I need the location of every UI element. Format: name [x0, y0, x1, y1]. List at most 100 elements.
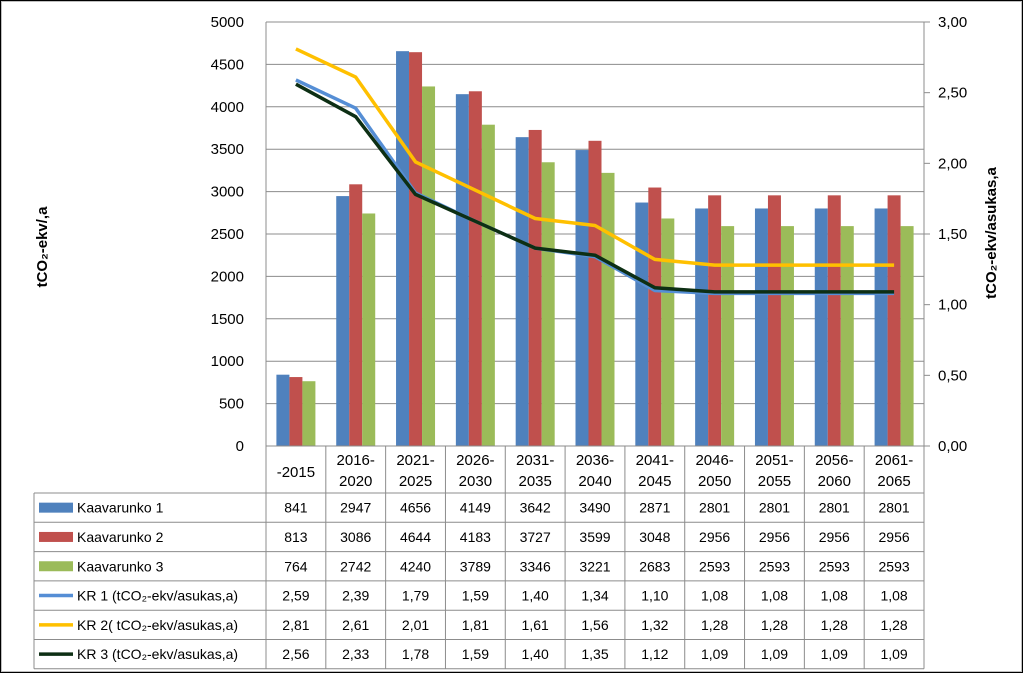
x-tick-label: 2056- [815, 452, 853, 469]
table-cell: 3048 [639, 529, 670, 545]
table-cell: 2683 [639, 558, 670, 574]
table-cell: 1,10 [641, 588, 668, 604]
table-cell: 764 [284, 558, 308, 574]
bar [635, 202, 649, 446]
bar [840, 226, 854, 446]
table-cell: 2593 [879, 558, 910, 574]
table-cell: 1,78 [402, 646, 429, 662]
bar [814, 208, 828, 446]
table-cell: 4644 [400, 529, 431, 545]
x-tick-label: -2015 [277, 464, 315, 481]
series-line [295, 82, 895, 294]
bar [541, 162, 555, 446]
legend-label: Kaavarunko 2 [77, 529, 164, 545]
bar [528, 129, 542, 447]
bar [409, 52, 423, 446]
table-cell: 1,61 [522, 617, 549, 633]
bar [767, 195, 781, 446]
table-cell: 4656 [400, 500, 431, 516]
table-cell: 2801 [879, 500, 910, 516]
bar [900, 226, 914, 446]
y-tick-label: 3500 [211, 141, 244, 158]
axes: 0 500 1000 1500 2000 2500 3000 3500 4000 4500 5000… [211, 14, 968, 455]
y-tick-label: 4500 [211, 56, 244, 73]
table-cell: 1,08 [701, 588, 728, 604]
y2-tick-label: 0,50 [938, 367, 967, 384]
x-tick-label: 2060 [818, 473, 851, 490]
y-tick-label: 4000 [211, 99, 244, 116]
table-cell: 3642 [520, 500, 551, 516]
table-cell: 813 [284, 529, 308, 545]
bar [481, 124, 495, 446]
bar [588, 140, 602, 446]
y2-tick-label: 3,00 [938, 14, 967, 31]
data-table: -2015 2016- 2020 2021- 2025 2026- 2030 2031- 203… [33, 446, 925, 670]
legend-key [39, 531, 73, 542]
x-tick-label: 2045 [638, 473, 671, 490]
x-tick-label: 2031- [516, 452, 554, 469]
table-cell: 1,35 [581, 646, 608, 662]
table-cell: 4149 [460, 500, 491, 516]
table-cell: 841 [284, 500, 308, 516]
x-tick-label: 2021- [396, 452, 434, 469]
bar [276, 374, 290, 446]
table-cell: 2593 [759, 558, 790, 574]
series-lines [295, 47, 895, 296]
legend-key [39, 502, 73, 513]
table-cell: 2801 [819, 500, 850, 516]
table-cell: 1,81 [462, 617, 489, 633]
table-cell: 1,08 [821, 588, 848, 604]
table-cell: 1,09 [761, 646, 788, 662]
bar [575, 150, 589, 446]
table-cell: 1,40 [522, 588, 549, 604]
table-cell: 2,59 [282, 588, 309, 604]
table-cell: 1,40 [522, 646, 549, 662]
bar [827, 195, 841, 446]
bar [780, 226, 794, 446]
table-cell: 2742 [340, 558, 371, 574]
x-tick-label: 2050 [698, 473, 731, 490]
x-tick-label: 2055 [758, 473, 791, 490]
table-cell: 2,39 [342, 588, 369, 604]
table-cell: 1,09 [701, 646, 728, 662]
table-cell: 2593 [819, 558, 850, 574]
table-cell: 1,08 [880, 588, 907, 604]
bar [468, 91, 482, 446]
table-cell: 1,59 [462, 588, 489, 604]
x-tick-label: 2036- [576, 452, 614, 469]
bar [515, 137, 529, 447]
table-cell: 1,34 [581, 588, 608, 604]
legend-label: KR 3 (tCO₂-ekv/asukas,a) [77, 646, 238, 662]
table-cell: 1,28 [701, 617, 728, 633]
x-tick-label: 2040 [578, 473, 611, 490]
bar [874, 208, 888, 446]
legend-key [39, 561, 73, 572]
x-tick-label: 2061- [875, 452, 913, 469]
bar [289, 377, 303, 446]
x-tick-label: 2065 [877, 473, 910, 490]
x-tick-label: 2025 [399, 473, 432, 490]
table-cell: 2,56 [282, 646, 309, 662]
bar [708, 195, 722, 446]
y-tick-label: 2000 [211, 268, 244, 285]
x-tick-label: 2020 [339, 473, 372, 490]
table-cell: 2,33 [342, 646, 369, 662]
table-cell: 2956 [699, 529, 730, 545]
table-cell: 1,09 [880, 646, 907, 662]
y-tick-label: 3000 [211, 184, 244, 201]
table-cell: 1,32 [641, 617, 668, 633]
x-tick-label: 2041- [636, 452, 674, 469]
table-cell: 2956 [819, 529, 850, 545]
table-cell: 4240 [400, 558, 431, 574]
table-cell: 3086 [340, 529, 371, 545]
bar [887, 195, 901, 446]
bar [601, 172, 615, 447]
table-cell: 2947 [340, 500, 371, 516]
x-tick-label: 2035 [518, 473, 551, 490]
series-line [295, 47, 895, 267]
y2-axis-title: tCO₂-ekv/asukas,a [983, 166, 1000, 298]
legend-label: KR 2( tCO₂-ekv/asukas,a) [77, 617, 238, 633]
bar [396, 51, 410, 446]
